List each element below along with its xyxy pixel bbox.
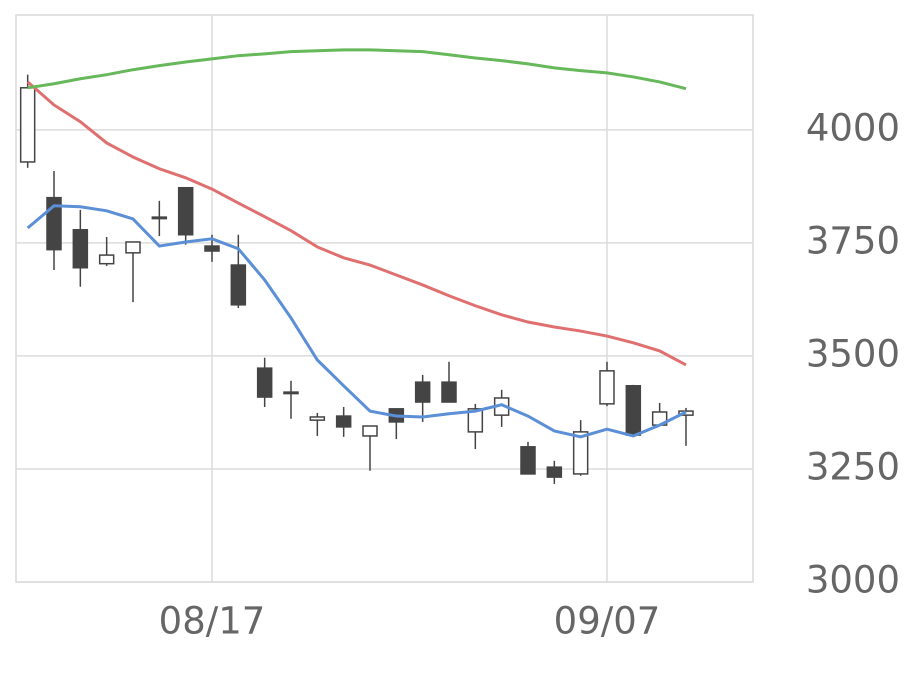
candle-body [467,408,484,433]
x-tick-label: 09/07 [554,600,661,643]
candle-body [599,370,615,405]
candle-body [98,254,115,265]
ma-line [27,48,687,91]
candle-body [520,446,536,475]
x-tick-label: 08/17 [159,600,266,643]
candle-body [441,381,457,403]
plot-frame [15,14,754,583]
candle-body [125,241,141,254]
candle-body [362,425,378,437]
candle-body [72,229,89,269]
y-tick-label: 3500 [806,332,900,375]
candle-body [546,466,563,478]
candle-body [19,87,36,163]
ma-line [26,204,687,439]
y-tick-label: 3000 [806,559,900,602]
candle-body [283,391,299,395]
candle-body [309,416,326,421]
candle-body [177,186,194,236]
candle-body [204,245,220,252]
candle-body [625,385,642,436]
candle-body [414,381,431,403]
candle-body [256,367,273,398]
candle-body [151,216,168,220]
y-tick-label: 3250 [806,445,900,488]
ma-line [26,80,687,367]
candle-body [572,431,589,475]
y-tick-label: 3750 [806,219,900,262]
y-tick-label: 4000 [806,106,900,149]
candle-body [230,264,247,306]
candle-body [335,415,352,428]
